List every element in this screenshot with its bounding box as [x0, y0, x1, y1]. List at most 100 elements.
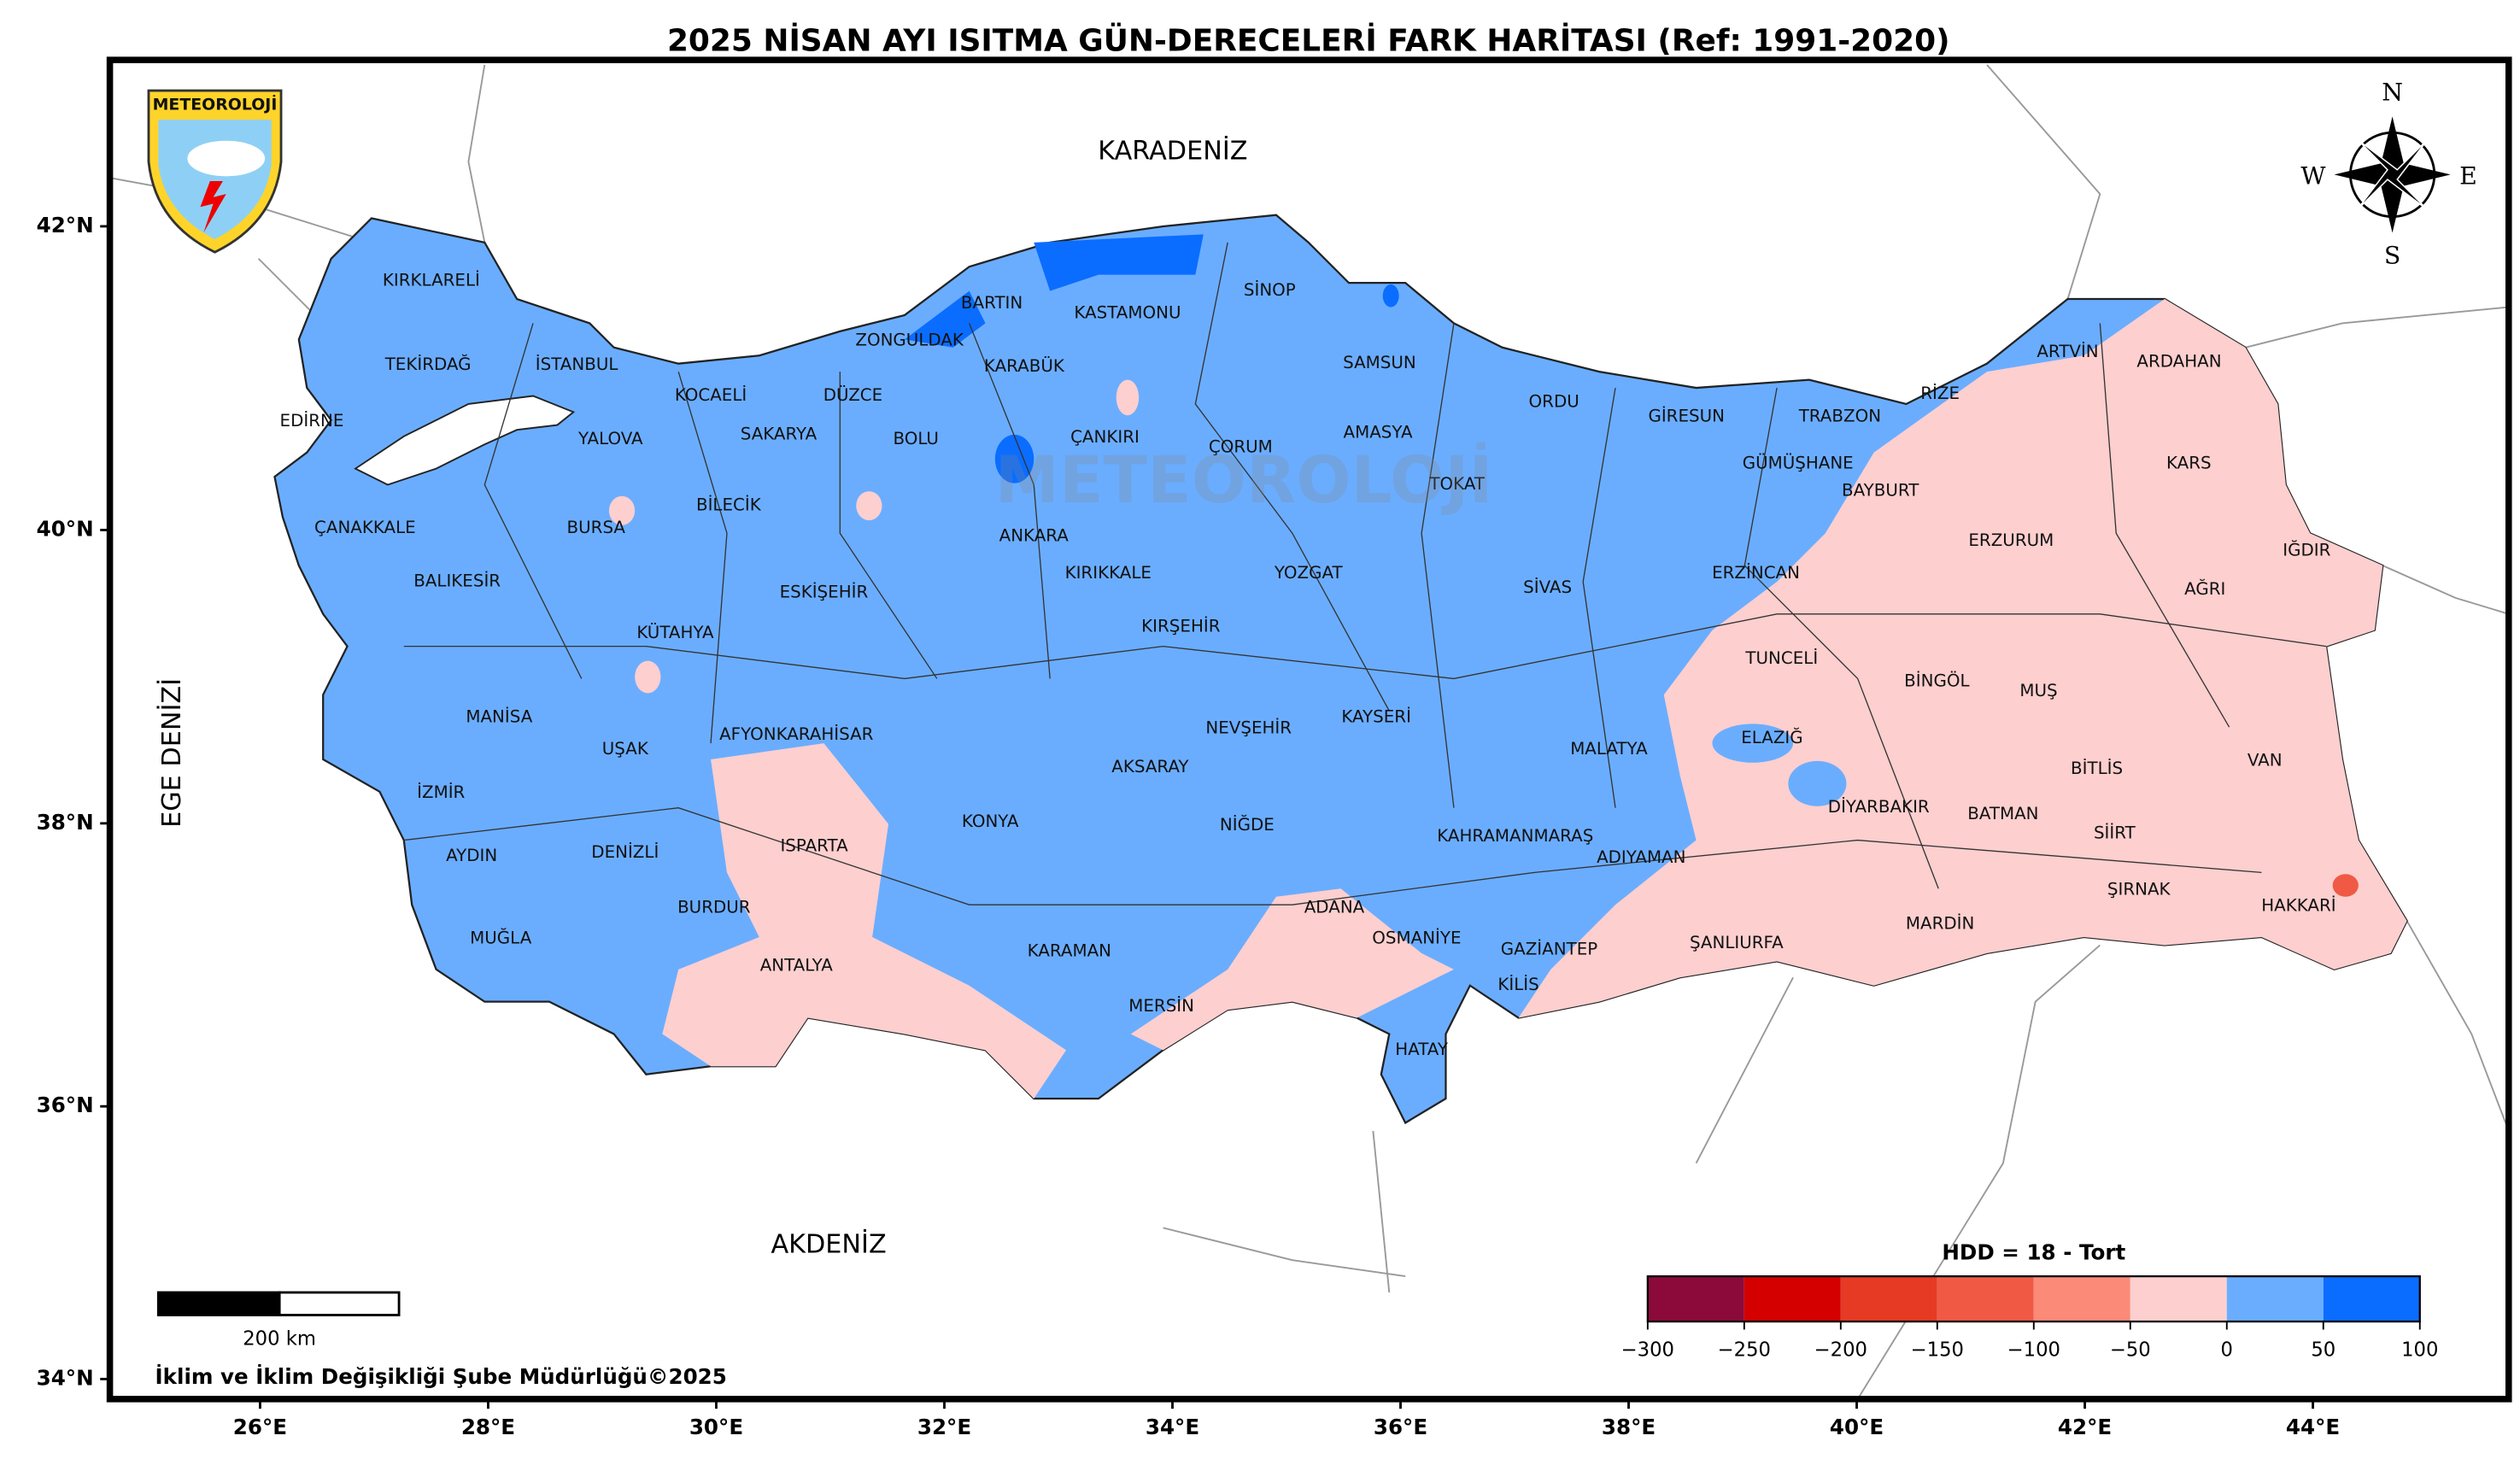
province-label: ELAZIĞ	[1741, 727, 1802, 747]
province-label: MUŞ	[2019, 681, 2057, 700]
province-label: ŞIRNAK	[2107, 880, 2171, 899]
colorbar: −300 −250 −200 −150 −100 −50 0 50 100	[1621, 1274, 2438, 1362]
compass-s: S	[2384, 241, 2400, 269]
colorbar-tick-label: −150	[1911, 1339, 1964, 1362]
province-label: BOLU	[893, 429, 938, 448]
colorbar-tick-label: −250	[1718, 1339, 1771, 1362]
province-label: ARTVİN	[2037, 342, 2098, 361]
province-label: KÜTAHYA	[636, 623, 714, 642]
province-label: TRABZON	[1798, 407, 1881, 426]
map-frame	[106, 56, 2512, 1403]
lon-tick-label: 42°E	[2058, 1415, 2112, 1439]
watermark: METEOROLOJİ	[995, 442, 1493, 518]
pink-east	[1518, 299, 2407, 1018]
province-label: KİLİS	[1497, 975, 1538, 994]
colorbar-tick-label: 50	[2311, 1339, 2335, 1362]
province-label: AĞRI	[2184, 578, 2225, 599]
lon-tick-label: 32°E	[917, 1415, 971, 1439]
lon-tick-label: 36°E	[1374, 1415, 1427, 1439]
sea-label: EGE DENİZİ	[156, 678, 187, 828]
province-label: ERZİNCAN	[1712, 563, 1800, 583]
province-label: BURSA	[567, 518, 626, 537]
colorbar-tick-label: −200	[1814, 1339, 1867, 1362]
colorbar-label: HDD = 18 - Tort	[1942, 1240, 2125, 1265]
province-label: SİVAS	[1523, 577, 1572, 597]
province-label: ZONGULDAK	[855, 331, 964, 350]
pink-patches	[608, 379, 1140, 694]
colorbar-swatch	[1937, 1276, 2034, 1322]
province-label: ANKARA	[999, 526, 1070, 546]
province-label: BALIKESİR	[413, 571, 501, 590]
province-label: AYDIN	[446, 846, 497, 865]
province-label: SİİRT	[2094, 823, 2136, 842]
province-label: MANİSA	[466, 706, 532, 726]
province-borders	[403, 242, 2327, 905]
province-label: KOCAELİ	[675, 385, 747, 405]
colorbar-swatch	[1840, 1276, 1937, 1322]
province-label: OSMANİYE	[1372, 928, 1461, 947]
colorbar-swatch	[2033, 1276, 2130, 1322]
logo-text: METEOROLOJİ	[153, 94, 278, 114]
province-label: GİRESUN	[1648, 407, 1725, 426]
province-label: KAHRAMANMARAŞ	[1437, 826, 1593, 846]
colorbar-tick-label: −50	[2110, 1339, 2151, 1362]
dark-blue-patches	[904, 234, 1399, 483]
lat-tick-label: 42°N	[37, 213, 94, 237]
province-label: ÇANKIRI	[1070, 427, 1140, 447]
sea-label: AKDENİZ	[771, 1229, 886, 1260]
province-label: VAN	[2247, 750, 2283, 770]
province-label: ESKİŞEHİR	[780, 583, 869, 602]
province-label: BAYBURT	[1842, 481, 1919, 501]
colorbar-swatch	[2323, 1276, 2420, 1322]
province-label: MARDİN	[1906, 913, 1974, 933]
province-label: KAYSERİ	[1341, 706, 1411, 726]
lon-tick-label: 44°E	[2286, 1415, 2340, 1439]
lat-tick-label: 40°N	[37, 516, 94, 541]
lat-tick-label: 38°N	[37, 810, 94, 835]
province-label: ŞANLIURFA	[1690, 933, 1784, 952]
province-label: KARAMAN	[1028, 941, 1111, 961]
colorbar-swatch	[2130, 1276, 2227, 1322]
province-label: BİLECİK	[696, 495, 762, 515]
province-label: KIRŞEHİR	[1141, 616, 1221, 636]
province-label: IĞDIR	[2283, 540, 2330, 560]
province-label: AMASYA	[1344, 422, 1413, 442]
province-label: BATMAN	[1967, 804, 2038, 823]
colorbar-swatch	[2226, 1276, 2324, 1322]
province-label: NİĞDE	[1220, 814, 1275, 835]
lon-tick-label: 38°E	[1602, 1415, 1656, 1439]
province-label: ARDAHAN	[2136, 351, 2221, 371]
province-label: DENİZLİ	[591, 842, 659, 862]
province-label: ADANA	[1304, 897, 1365, 917]
province-label: HAKKARİ	[2261, 896, 2335, 916]
province-label: ANTALYA	[760, 956, 834, 976]
lon-tick-label: 26°E	[233, 1415, 287, 1439]
colorbar-tick-label: −300	[1621, 1339, 1674, 1362]
red-patch	[2332, 874, 2359, 897]
province-label: YALOVA	[577, 429, 643, 448]
province-label: SAMSUN	[1343, 353, 1416, 372]
logo: METEOROLOJİ	[147, 89, 283, 254]
province-label: UŞAK	[602, 739, 649, 759]
province-label: ÇANAKKALE	[314, 518, 416, 537]
province-label: KIRKLARELİ	[383, 271, 480, 290]
pink-south	[662, 743, 1454, 1099]
province-label: ADIYAMAN	[1597, 847, 1685, 867]
province-label: GÜMÜŞHANE	[1743, 453, 1854, 472]
province-label: KASTAMONU	[1074, 303, 1181, 323]
marmara-sea	[354, 395, 576, 486]
compass: N E S W	[2300, 78, 2476, 269]
province-label: ÇORUM	[1209, 437, 1273, 457]
lon-tick-label: 28°E	[461, 1415, 515, 1439]
province-label: YOZGAT	[1274, 563, 1344, 583]
province-label: KARABÜK	[984, 356, 1065, 376]
province-label: RİZE	[1920, 384, 1960, 403]
province-label: BURDUR	[677, 897, 751, 917]
province-label: DİYARBAKIR	[1828, 797, 1930, 817]
province-label: MERSİN	[1128, 996, 1194, 1016]
scale-bar: 200 km	[156, 1291, 401, 1350]
sea-label: KARADENİZ	[1098, 135, 1247, 166]
lon-tick-label: 34°E	[1146, 1415, 1199, 1439]
